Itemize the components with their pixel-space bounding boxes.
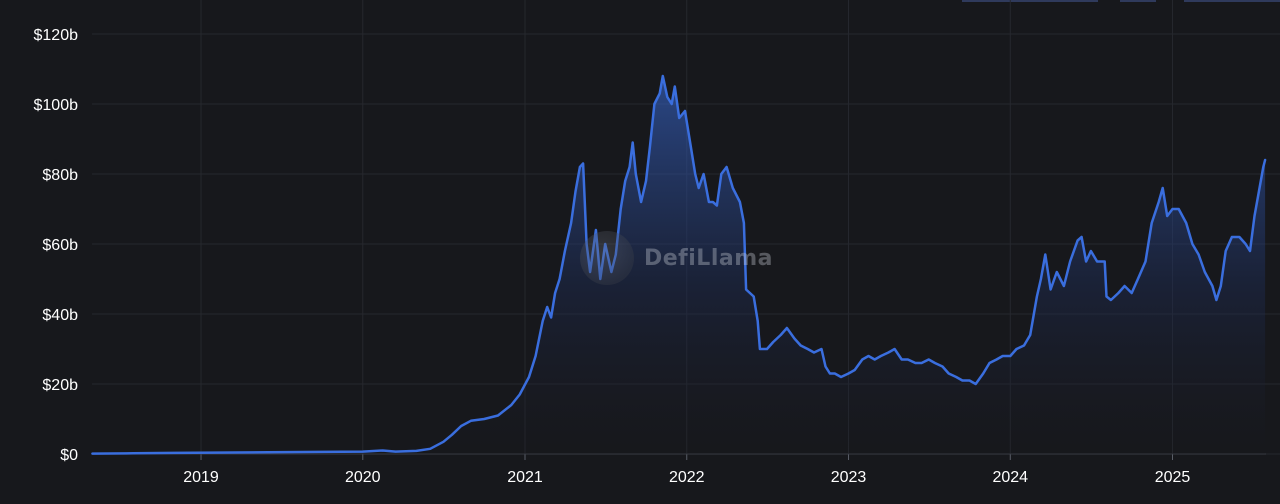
y-tick-label: $80b xyxy=(42,167,78,184)
toolbar-tab-edge[interactable] xyxy=(1120,0,1156,2)
toolbar-tab-edge[interactable] xyxy=(962,0,1098,2)
x-tick-label: 2020 xyxy=(345,469,381,486)
defillama-logo-icon xyxy=(580,231,634,285)
defillama-watermark: DefiLlama xyxy=(580,228,773,288)
x-tick-label: 2019 xyxy=(183,469,219,486)
series-area xyxy=(92,76,1266,454)
toolbar-tab-edge[interactable] xyxy=(1184,0,1280,2)
y-tick-label: $40b xyxy=(42,307,78,324)
y-tick-label: $100b xyxy=(34,97,79,114)
y-axis: $0 $20b $40b $60b $80b $100b $120b xyxy=(34,27,79,464)
x-tick-label: 2024 xyxy=(992,469,1028,486)
y-tick-label: $60b xyxy=(42,237,78,254)
y-tick-label: $0 xyxy=(60,447,78,464)
y-tick-label: $20b xyxy=(42,377,78,394)
x-tick-label: 2023 xyxy=(831,469,867,486)
watermark-text: DefiLlama xyxy=(644,245,773,271)
y-tick-label: $120b xyxy=(34,27,79,44)
series-line xyxy=(91,74,1267,455)
x-axis: 2019 2020 2021 2022 2023 2024 2025 xyxy=(183,469,1190,486)
x-tick-label: 2021 xyxy=(507,469,543,486)
x-tick-label: 2025 xyxy=(1155,469,1191,486)
x-tick-label: 2022 xyxy=(669,469,705,486)
series-group xyxy=(91,74,1267,455)
